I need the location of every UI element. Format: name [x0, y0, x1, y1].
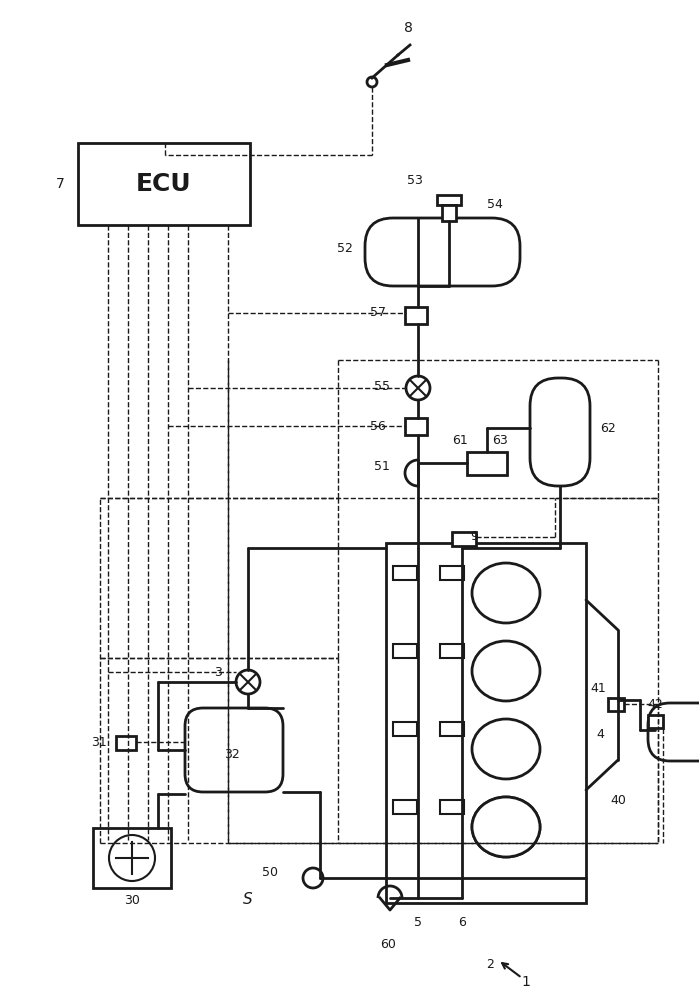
Bar [393, 722, 417, 736]
Bar [442, 205, 456, 221]
Text: 4: 4 [596, 728, 604, 742]
Ellipse shape [472, 719, 540, 779]
Bar [93, 828, 171, 888]
Circle shape [236, 670, 260, 694]
FancyBboxPatch shape [185, 708, 283, 792]
Text: 51: 51 [374, 460, 390, 473]
Text: 8: 8 [403, 21, 412, 35]
Text: 50: 50 [262, 865, 278, 879]
Text: 56: 56 [370, 420, 386, 432]
Text: 52: 52 [337, 241, 353, 254]
Text: 2: 2 [486, 958, 494, 972]
Text: 30: 30 [124, 894, 140, 906]
Text: 9: 9 [470, 530, 478, 544]
Ellipse shape [472, 797, 540, 857]
Text: 62: 62 [600, 422, 616, 434]
Text: 7: 7 [56, 177, 64, 191]
Circle shape [406, 376, 430, 400]
Bar [393, 800, 417, 814]
Text: 55: 55 [374, 379, 390, 392]
Bar [437, 195, 461, 205]
Circle shape [109, 835, 155, 881]
Text: 40: 40 [610, 794, 626, 806]
Bar [116, 736, 136, 750]
FancyBboxPatch shape [648, 703, 699, 761]
Ellipse shape [472, 797, 540, 857]
Bar [440, 566, 464, 580]
Bar [648, 715, 663, 728]
Bar [393, 566, 417, 580]
Bar [608, 698, 624, 711]
FancyBboxPatch shape [365, 218, 520, 286]
Text: 60: 60 [380, 938, 396, 952]
Text: 42: 42 [647, 698, 663, 712]
Text: 3: 3 [214, 666, 222, 678]
Text: 41: 41 [590, 682, 606, 694]
FancyBboxPatch shape [530, 378, 590, 486]
Text: S: S [243, 892, 253, 908]
Bar [440, 722, 464, 736]
Bar [78, 143, 250, 225]
Text: 32: 32 [224, 748, 240, 762]
Bar [467, 452, 507, 475]
Ellipse shape [472, 641, 540, 701]
Text: 61: 61 [452, 434, 468, 446]
Text: 57: 57 [370, 306, 386, 320]
Bar [405, 307, 427, 324]
Text: 63: 63 [492, 434, 508, 446]
Ellipse shape [472, 563, 540, 623]
Text: 1: 1 [521, 975, 531, 989]
Bar [393, 644, 417, 658]
Bar [440, 644, 464, 658]
Bar [386, 543, 586, 903]
Circle shape [303, 868, 323, 888]
Bar [452, 532, 476, 546]
Text: 53: 53 [407, 174, 423, 186]
Bar [405, 418, 427, 435]
Text: 31: 31 [91, 736, 107, 748]
Circle shape [367, 77, 377, 87]
Text: 54: 54 [487, 198, 503, 212]
Text: 5: 5 [414, 916, 422, 928]
Bar [440, 800, 464, 814]
Text: ECU: ECU [136, 172, 192, 196]
Text: 6: 6 [458, 916, 466, 928]
